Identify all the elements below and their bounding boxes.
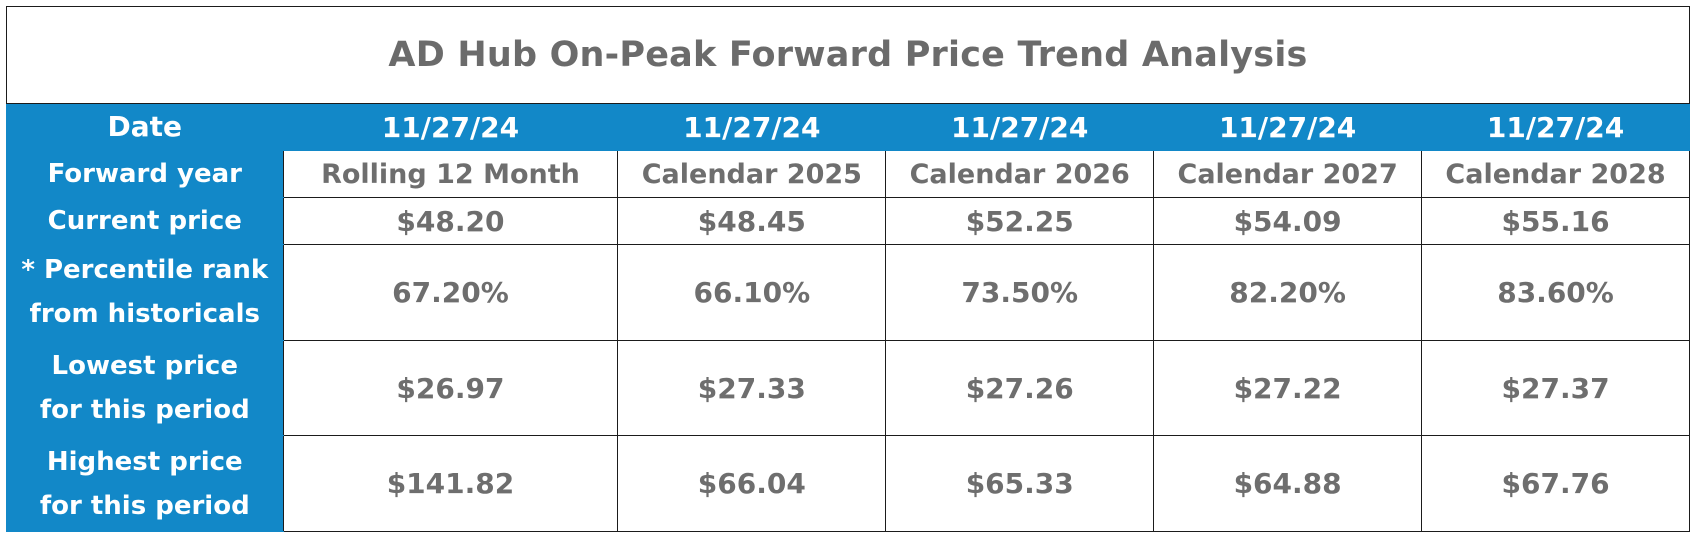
row-label-line: Lowest price bbox=[51, 351, 238, 381]
forward-year-cell: Calendar 2025 bbox=[617, 150, 887, 199]
lowest-price-cell: $27.26 bbox=[885, 339, 1155, 437]
title-row: AD Hub On-Peak Forward Price Trend Analy… bbox=[6, 6, 1690, 104]
row-label-forward-year: Forward year bbox=[6, 150, 284, 199]
row-label-line: from historicals bbox=[29, 299, 260, 330]
percentile-rank-cell: 83.60% bbox=[1421, 244, 1690, 341]
lowest-price-row: Lowest price for this period $26.97 $27.… bbox=[6, 339, 1690, 437]
highest-price-row: Highest price for this period $141.82 $6… bbox=[6, 435, 1690, 532]
forward-year-cell: Calendar 2026 bbox=[885, 150, 1155, 199]
percentile-rank-cell: 67.20% bbox=[282, 244, 619, 341]
current-price-cell: $54.09 bbox=[1153, 197, 1423, 246]
highest-price-cell: $64.88 bbox=[1153, 435, 1423, 532]
price-trend-table-container: AD Hub On-Peak Forward Price Trend Analy… bbox=[6, 6, 1690, 532]
row-label-percentile-rank: * Percentile rank from historicals bbox=[6, 244, 284, 341]
lowest-price-cell: $27.37 bbox=[1421, 339, 1690, 437]
current-price-cell: $48.20 bbox=[282, 197, 619, 246]
percentile-rank-cell: 73.50% bbox=[885, 244, 1155, 341]
row-label-line: * Percentile rank bbox=[21, 255, 269, 286]
current-price-cell: $55.16 bbox=[1421, 197, 1690, 246]
lowest-price-cell: $27.22 bbox=[1153, 339, 1423, 437]
percentile-rank-cell: 82.20% bbox=[1153, 244, 1423, 341]
row-label-highest-price: Highest price for this period bbox=[6, 435, 284, 532]
price-trend-table: AD Hub On-Peak Forward Price Trend Analy… bbox=[6, 6, 1690, 532]
row-label-line: for this period bbox=[39, 490, 250, 521]
table-title: AD Hub On-Peak Forward Price Trend Analy… bbox=[6, 6, 1690, 104]
date-cell: 11/27/24 bbox=[1153, 102, 1423, 152]
row-label-lowest-price: Lowest price for this period bbox=[6, 339, 284, 437]
current-price-cell: $52.25 bbox=[885, 197, 1155, 246]
highest-price-cell: $65.33 bbox=[885, 435, 1155, 532]
row-label-date: Date bbox=[6, 102, 284, 152]
current-price-row: Current price $48.20 $48.45 $52.25 $54.0… bbox=[6, 197, 1690, 246]
percentile-rank-row: * Percentile rank from historicals 67.20… bbox=[6, 244, 1690, 341]
row-label-line: for this period bbox=[39, 395, 250, 425]
highest-price-cell: $141.82 bbox=[282, 435, 619, 532]
lowest-price-cell: $26.97 bbox=[282, 339, 619, 437]
row-label-line: Highest price bbox=[46, 446, 243, 477]
highest-price-cell: $67.76 bbox=[1421, 435, 1690, 532]
date-cell: 11/27/24 bbox=[282, 102, 619, 152]
forward-year-row: Forward year Rolling 12 Month Calendar 2… bbox=[6, 150, 1690, 199]
highest-price-cell: $66.04 bbox=[617, 435, 887, 532]
date-cell: 11/27/24 bbox=[885, 102, 1155, 152]
date-cell: 11/27/24 bbox=[1421, 102, 1690, 152]
lowest-price-cell: $27.33 bbox=[617, 339, 887, 437]
forward-year-cell: Calendar 2028 bbox=[1421, 150, 1690, 199]
percentile-rank-cell: 66.10% bbox=[617, 244, 887, 341]
current-price-cell: $48.45 bbox=[617, 197, 887, 246]
forward-year-cell: Calendar 2027 bbox=[1153, 150, 1423, 199]
date-row: Date 11/27/24 11/27/24 11/27/24 11/27/24… bbox=[6, 102, 1690, 152]
row-label-current-price: Current price bbox=[6, 197, 284, 246]
date-cell: 11/27/24 bbox=[617, 102, 887, 152]
forward-year-cell: Rolling 12 Month bbox=[282, 150, 619, 199]
